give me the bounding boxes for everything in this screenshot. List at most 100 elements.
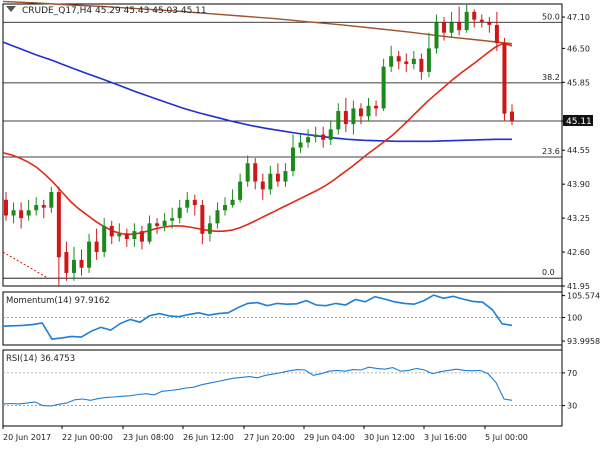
candle-body	[147, 223, 152, 242]
candle	[56, 186, 61, 286]
candle	[404, 53, 409, 72]
candle	[215, 202, 220, 229]
candle-body	[124, 233, 129, 239]
candle	[426, 32, 431, 78]
candle-body	[162, 220, 167, 226]
candle-body	[64, 252, 69, 273]
candle	[26, 199, 31, 221]
candle	[41, 199, 46, 219]
candle-body	[177, 207, 182, 219]
candle-body	[117, 233, 122, 237]
candle	[11, 202, 16, 224]
time-tick-label: 30 Jun 12:00	[364, 433, 415, 442]
candle	[313, 126, 318, 143]
candle-body	[275, 173, 280, 182]
candle-body	[260, 181, 265, 190]
price-tick-label: 44.55	[567, 146, 590, 155]
candle-body	[449, 22, 454, 33]
candle	[64, 241, 69, 281]
candle-body	[207, 223, 212, 234]
dotted-trend-line	[2, 251, 49, 279]
candle	[238, 173, 243, 203]
momentum-title: Momentum(14) 97.9162	[6, 296, 110, 306]
momentum-line	[2, 294, 513, 340]
candle-body	[56, 192, 61, 258]
candle-body	[510, 111, 514, 121]
candle-body	[71, 259, 76, 273]
candle	[389, 45, 394, 72]
candle	[442, 17, 447, 41]
candle-body	[396, 56, 401, 62]
candle	[494, 11, 499, 51]
candle-body	[366, 105, 371, 117]
candle-body	[238, 181, 243, 200]
candle	[170, 207, 175, 229]
candle-body	[358, 108, 363, 117]
momentum-tick-label: 93.9958	[567, 337, 600, 346]
candle	[336, 103, 341, 135]
candle-body	[4, 199, 8, 216]
candle-body	[343, 111, 348, 125]
candle-body	[502, 43, 507, 114]
candle-body	[290, 147, 295, 172]
candle	[449, 11, 454, 38]
candle	[343, 98, 348, 132]
candle	[457, 6, 462, 36]
price-tick-label: 42.60	[567, 248, 590, 257]
candle-body	[192, 199, 197, 206]
candle-body	[94, 241, 99, 253]
candle	[358, 103, 363, 125]
candle	[87, 233, 92, 273]
rsi-line	[2, 366, 513, 407]
candle-body	[479, 19, 484, 23]
candle	[381, 58, 386, 112]
candle	[396, 51, 401, 70]
candle	[4, 192, 8, 221]
dropdown-arrow-icon[interactable]	[6, 6, 16, 12]
fib-label: 0.0	[542, 268, 555, 277]
candle	[283, 163, 288, 187]
candle-body	[313, 134, 318, 138]
candle-body	[457, 22, 462, 31]
candle-body	[464, 11, 469, 31]
candle-body	[132, 231, 137, 239]
price-tick-label: 47.10	[567, 13, 590, 22]
candle	[245, 155, 250, 187]
fib-label: 23.6	[542, 147, 560, 156]
candle-body	[230, 199, 235, 206]
candle-body	[79, 259, 84, 268]
candle-body	[426, 48, 431, 72]
rsi-tick-label: 30	[567, 402, 577, 411]
candle	[94, 228, 99, 260]
ma-brown-line	[2, 0, 513, 45]
candle	[298, 134, 303, 153]
candle	[472, 9, 477, 28]
candle-body	[223, 205, 228, 211]
ma-blue-line	[2, 41, 512, 143]
candle	[177, 199, 182, 224]
candle	[71, 246, 76, 281]
candle-body	[49, 192, 54, 208]
candle	[464, 4, 469, 33]
candle-body	[487, 22, 492, 25]
candle	[434, 14, 439, 54]
candle	[192, 194, 197, 216]
candle-body	[41, 205, 46, 208]
candle	[328, 121, 333, 145]
candle-body	[87, 241, 92, 268]
candle	[260, 173, 265, 200]
fib-label: 38.2	[542, 73, 560, 82]
candle-body	[306, 137, 311, 143]
time-tick-label: 22 Jun 00:00	[62, 433, 113, 442]
price-tick-label: 43.25	[567, 214, 590, 223]
candle-body	[411, 58, 416, 65]
time-tick-label: 20 Jun 2017	[3, 433, 51, 442]
candle	[411, 51, 416, 70]
candle	[290, 134, 295, 177]
price-tick-label: 41.95	[567, 282, 590, 291]
candle	[49, 186, 54, 213]
momentum-tick-label: 105.5743	[567, 292, 600, 301]
price-tick-label: 46.50	[567, 44, 590, 53]
candle-body	[442, 22, 447, 33]
candle	[253, 158, 258, 190]
